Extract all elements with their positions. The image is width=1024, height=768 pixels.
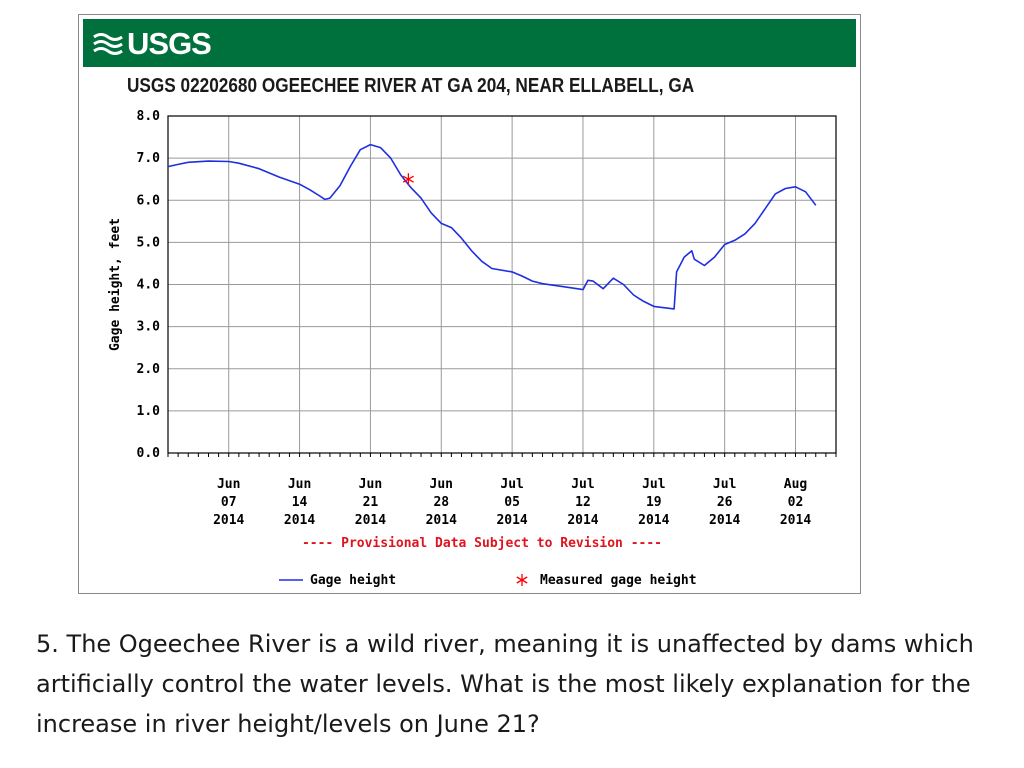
x-tick-year: 2014: [213, 513, 244, 528]
x-tick-day: 26: [717, 495, 733, 510]
plot-border: [167, 115, 837, 454]
x-tick-month: Jul: [713, 477, 736, 492]
usgs-wave-icon: [93, 33, 123, 55]
x-tick-day: 21: [363, 495, 379, 510]
gage-height-line: [167, 143, 817, 310]
x-tick-month: Jun: [288, 477, 311, 492]
x-tick-month: Jul: [642, 477, 665, 492]
y-tick-label: 3.0: [137, 320, 161, 335]
provisional-notice: ---- Provisional Data Subject to Revisio…: [302, 536, 662, 551]
x-tick-month: Jun: [430, 477, 453, 492]
x-tick-month: Jul: [500, 477, 523, 492]
y-tick-label: 2.0: [137, 362, 161, 377]
x-tick-day: 14: [292, 495, 308, 510]
question-text: 5. The Ogeechee River is a wild river, m…: [36, 630, 974, 738]
legend-asterisk-swatch: [516, 574, 528, 586]
y-tick-label: 1.0: [137, 404, 161, 419]
x-tick-year: 2014: [638, 513, 669, 528]
y-tick-label: 5.0: [137, 235, 161, 250]
usgs-logo: USGS: [93, 26, 212, 61]
x-tick-day: 19: [646, 495, 662, 510]
y-tick-label: 7.0: [137, 151, 161, 166]
chart-title: USGS 02202680 OGEECHEE RIVER AT GA 204, …: [127, 75, 695, 97]
x-tick-day: 05: [504, 495, 520, 510]
legend-label-gage-height: Gage height: [310, 573, 396, 588]
x-tick-month: Jun: [359, 477, 382, 492]
x-tick-year: 2014: [284, 513, 315, 528]
usgs-logo-text: USGS: [127, 26, 212, 61]
usgs-banner: USGS: [83, 19, 856, 67]
x-tick-year: 2014: [496, 513, 527, 528]
x-tick-month: Jul: [571, 477, 594, 492]
x-tick-year: 2014: [355, 513, 386, 528]
x-tick-month: Aug: [784, 477, 807, 492]
x-tick-day: 28: [433, 495, 449, 510]
x-tick-day: 12: [575, 495, 591, 510]
chart-frame: USGS USGS 02202680 OGEECHEE RIVER AT GA …: [78, 14, 861, 594]
y-tick-label: 0.0: [137, 446, 161, 461]
x-tick-year: 2014: [780, 513, 811, 528]
x-tick-day: 02: [788, 495, 804, 510]
measured-gage-height-point: [402, 173, 414, 186]
y-tick-label: 4.0: [137, 278, 161, 293]
x-tick-day: 07: [221, 495, 237, 510]
x-tick-year: 2014: [567, 513, 598, 528]
y-tick-label: 6.0: [137, 193, 161, 208]
x-tick-month: Jun: [217, 477, 240, 492]
y-axis-label: Gage height, feet: [108, 218, 123, 351]
legend-label-measured-gage-height: Measured gage height: [540, 573, 697, 588]
x-tick-year: 2014: [426, 513, 457, 528]
x-tick-year: 2014: [709, 513, 740, 528]
plot-area: 0.0 1.0 2.0 3.0 4.0 5.0 6.0 7.0 8.0 Jun 07 2014 Jun 1…: [108, 109, 837, 588]
y-tick-label: 8.0: [137, 109, 161, 124]
